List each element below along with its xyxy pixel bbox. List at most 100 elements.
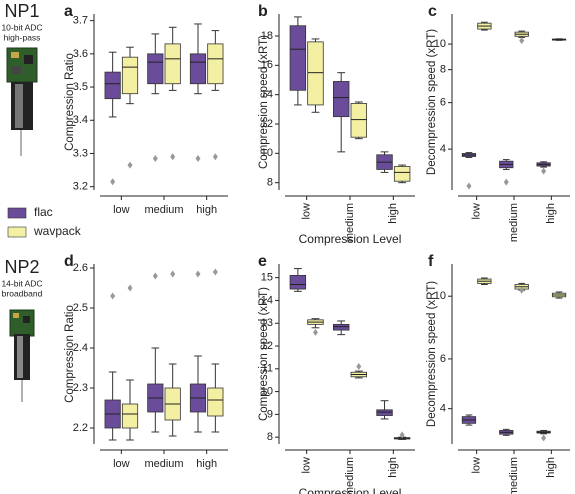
panel-letter: b [258,3,268,20]
flier [127,284,133,292]
y-tick-label: 16 [261,59,273,71]
y-tick-label: 13 [261,317,273,329]
box [332,81,350,118]
box [121,56,139,95]
x-tick-label: low [301,457,313,474]
y-tick-label: 14 [261,294,273,306]
probe-caption: high-pass [4,32,41,42]
box [350,103,368,138]
box [147,53,164,85]
y-tick-label: 18 [261,30,273,42]
y-tick-label: 15 [261,272,273,284]
y-tick-label: 10 [261,147,273,159]
x-axis-label: Compression Level [299,232,402,246]
flier [212,268,218,276]
y-tick-label: 8 [440,64,446,76]
y-axis-label: Decompression speed (xRT) [426,29,438,175]
probe-name: NP2 [4,257,39,277]
y-tick-label: 9 [267,408,273,420]
flier [503,178,509,186]
box [307,41,324,106]
box [104,71,121,100]
x-tick-label: low [471,457,483,474]
flier [399,431,405,439]
y-tick-label: 4 [440,143,446,155]
x-tick-label: high [545,203,557,224]
flier [195,270,201,278]
x-tick-label: low [113,458,130,470]
y-tick-label: 6 [440,97,446,109]
y-axis-label: Compression speed (xRT) [258,35,270,169]
box [189,53,207,85]
y-tick-label: 8 [267,177,273,189]
box [376,409,393,416]
flier [110,178,116,186]
flier [541,167,547,175]
flier [195,154,201,162]
panel-letter: d [64,253,74,270]
y-tick-label: 3.4 [73,114,88,126]
flier [519,37,525,45]
y-tick-label: 10 [434,290,446,302]
flier [466,182,472,190]
flier [170,153,176,161]
box [393,166,411,182]
panel-letter: e [258,253,267,270]
y-tick-label: 3.6 [73,48,88,60]
probe-caption: 10-bit ADC [1,22,42,32]
probe-icon [6,47,38,156]
x-axis-label: Compression Level [299,486,402,494]
y-tick-label: 2.2 [73,422,88,434]
x-tick-label: medium [508,457,520,494]
y-tick-label: 2.5 [73,302,88,314]
box [207,387,224,417]
legend-swatch [7,207,27,219]
x-tick-label: low [301,203,313,220]
x-tick-label: medium [344,457,356,494]
flier [312,328,318,336]
flier [356,363,362,371]
x-tick-label: low [113,204,130,216]
y-tick-label: 6 [440,353,446,365]
box [289,25,307,91]
flier [212,153,218,161]
y-tick-label: 3.2 [73,181,88,193]
y-tick-label: 2.4 [73,342,88,354]
flier [110,292,116,300]
y-tick-label: 3.3 [73,147,88,159]
flier [152,154,158,162]
x-tick-label: high [387,203,399,224]
panel-letter: a [64,3,73,20]
flier [170,270,176,278]
x-tick-label: medium [344,203,356,242]
y-tick-label: 12 [261,118,273,130]
y-axis-label: Compression Ratio [64,305,76,403]
legend-label: flac [34,205,53,219]
box [289,274,307,290]
y-axis-label: Compression speed (xRT) [258,287,270,421]
x-tick-label: low [471,203,483,220]
flier [519,286,525,294]
probe-name: NP1 [4,1,39,21]
flier [152,272,158,280]
x-tick-label: medium [508,203,520,242]
panel-letter: c [428,3,437,20]
x-tick-label: high [545,457,557,478]
y-tick-label: 8 [267,431,273,443]
flier [541,434,547,442]
y-tick-label: 14 [261,89,273,101]
box [332,323,350,331]
x-tick-label: high [196,458,217,470]
x-tick-label: high [387,457,399,478]
y-tick-label: 11 [262,363,273,375]
x-tick-label: medium [144,204,183,216]
y-tick-label: 10 [434,38,446,50]
legend-label: wavpack [33,224,82,238]
box [121,403,139,429]
y-tick-label: 10 [261,386,273,398]
box [207,43,224,85]
y-axis-label: Compression Ratio [64,53,76,151]
y-tick-label: 12 [261,340,273,352]
y-tick-label: 3.5 [73,81,88,93]
